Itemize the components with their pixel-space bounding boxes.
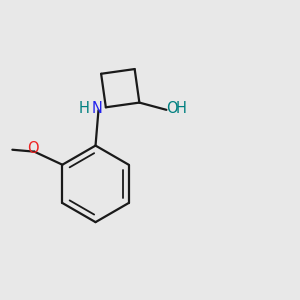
Text: H: H xyxy=(79,101,90,116)
Text: N: N xyxy=(92,101,102,116)
Text: H: H xyxy=(176,101,187,116)
Text: O: O xyxy=(27,141,39,156)
Text: O: O xyxy=(166,101,178,116)
